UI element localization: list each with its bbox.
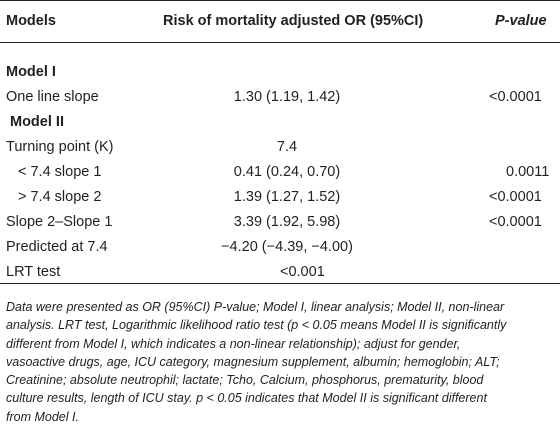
table-top-rule: [0, 0, 560, 1]
row-value: −4.20 (−4.39, −4.00): [221, 239, 353, 255]
header-risk: Risk of mortality adjusted OR (95%CI): [163, 13, 424, 29]
row-label: < 7.4 slope 1: [18, 164, 102, 180]
row-value: 0.41 (0.24, 0.70): [233, 164, 341, 180]
header-pvalue: P-value: [495, 13, 547, 29]
footnote-line: Creatinine; absolute neutrophil; lactate…: [6, 373, 484, 388]
table-bottom-rule: [0, 283, 560, 284]
section-label-model-2: Model II: [10, 114, 64, 130]
row-label: LRT test: [6, 264, 61, 280]
row-pvalue: <0.0001: [489, 189, 542, 205]
table-header-rule: [0, 42, 560, 43]
row-value: 7.4: [276, 139, 298, 155]
footnote-line: from Model I.: [6, 409, 79, 424]
row-pvalue: <0.0001: [489, 214, 542, 230]
section-label-model-1: Model I: [6, 64, 56, 80]
footnote-line: analysis. LRT test, Logarithmic likeliho…: [6, 318, 507, 333]
table-footnote: Data were presented as OR (95%CI) P-valu…: [6, 298, 556, 426]
row-pvalue: <0.0001: [489, 89, 542, 105]
row-label: One line slope: [6, 89, 99, 105]
row-value: 1.39 (1.27, 1.52): [233, 189, 341, 205]
footnote-line: different from Model I, which indicates …: [6, 336, 461, 351]
footnote-line: vasoactive drugs, age, ICU category, mag…: [6, 354, 500, 369]
row-label: > 7.4 slope 2: [18, 189, 102, 205]
row-value: 3.39 (1.92, 5.98): [233, 214, 341, 230]
header-models: Models: [6, 13, 56, 29]
row-value: 1.30 (1.19, 1.42): [233, 89, 341, 105]
row-label: Slope 2–Slope 1: [6, 214, 113, 230]
footnote-line: Data were presented as OR (95%CI) P-valu…: [6, 300, 505, 314]
row-value: <0.001: [280, 264, 325, 280]
row-label: Turning point (K): [6, 139, 114, 155]
row-label: Predicted at 7.4: [6, 239, 108, 255]
row-pvalue: 0.0011: [506, 164, 550, 180]
footnote-line: culture results, length of ICU stay. p <…: [6, 391, 487, 406]
